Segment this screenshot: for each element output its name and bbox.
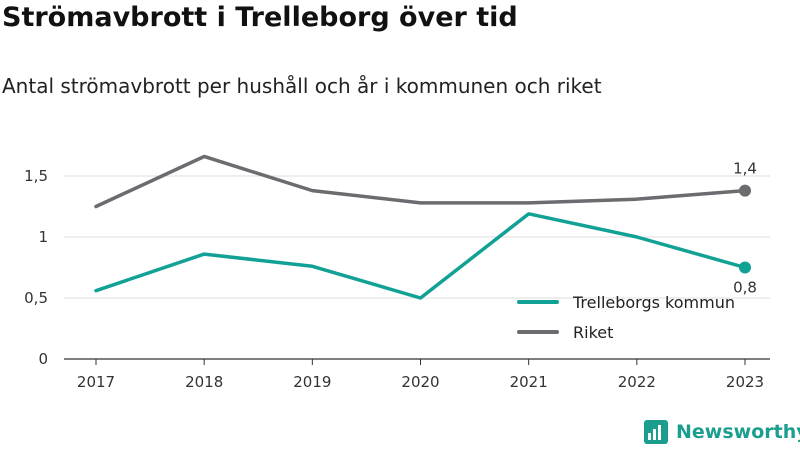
newsworthy-logo-icon: [644, 420, 668, 444]
x-tick-label: 2022: [618, 373, 656, 391]
newsworthy-logo[interactable]: Newsworthy: [644, 420, 800, 444]
y-tick-label: 1,5: [24, 167, 48, 185]
legend-label-kommun: Trelleborgs kommun: [573, 292, 735, 312]
x-tick-label: 2020: [401, 373, 439, 391]
chart-subtitle: Antal strömavbrott per hushåll och år i …: [2, 74, 602, 98]
legend-swatch-riket: [517, 330, 559, 334]
legend-item-riket[interactable]: Riket: [517, 317, 735, 347]
chart-title: Strömavbrott i Trelleborg över tid: [2, 2, 518, 33]
data-label-kommun-2023: 0,8: [733, 279, 757, 297]
series-line-kommun: [94, 212, 747, 300]
y-tick-label: 0,5: [24, 289, 48, 307]
legend: Trelleborgs kommun Riket: [517, 287, 735, 347]
y-tick-label: 0: [38, 350, 48, 368]
newsworthy-logo-text: Newsworthy: [676, 421, 800, 443]
y-tick-label: 1: [38, 228, 48, 246]
data-label-riket-2023: 1,4: [733, 160, 757, 178]
series-line-riket: [94, 154, 747, 209]
x-tick-label: 2018: [185, 373, 223, 391]
legend-swatch-kommun: [517, 300, 559, 304]
end-point-riket: [739, 184, 751, 197]
x-tick-label: 2021: [510, 373, 548, 391]
x-tick-label: 2017: [77, 373, 115, 391]
x-tick-label: 2023: [726, 373, 764, 391]
x-tick-label: 2019: [293, 373, 331, 391]
end-point-kommun: [739, 261, 751, 274]
legend-item-kommun[interactable]: Trelleborgs kommun: [517, 287, 735, 317]
legend-label-riket: Riket: [573, 322, 614, 342]
